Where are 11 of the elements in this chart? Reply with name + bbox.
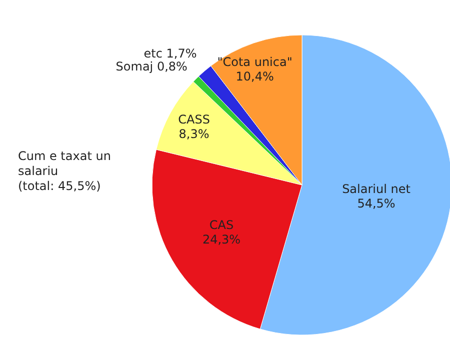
data-label: 54,5%	[357, 196, 396, 211]
data-label: 8,3%	[178, 127, 210, 142]
slice-label: CASS	[178, 112, 210, 127]
data-label: 24,3%	[202, 232, 241, 247]
data-label: 10,4%	[236, 70, 274, 84]
slice-label: Somaj 0,8%	[116, 59, 188, 74]
slice-label: "Cota unica"	[217, 55, 292, 70]
slice-label: Salariul net	[342, 182, 411, 196]
slice-label: CAS	[209, 218, 234, 232]
text: Cum e taxat un salariu (total: 45,5%)	[18, 149, 111, 193]
slice-label: etc 1,7%	[144, 46, 197, 60]
